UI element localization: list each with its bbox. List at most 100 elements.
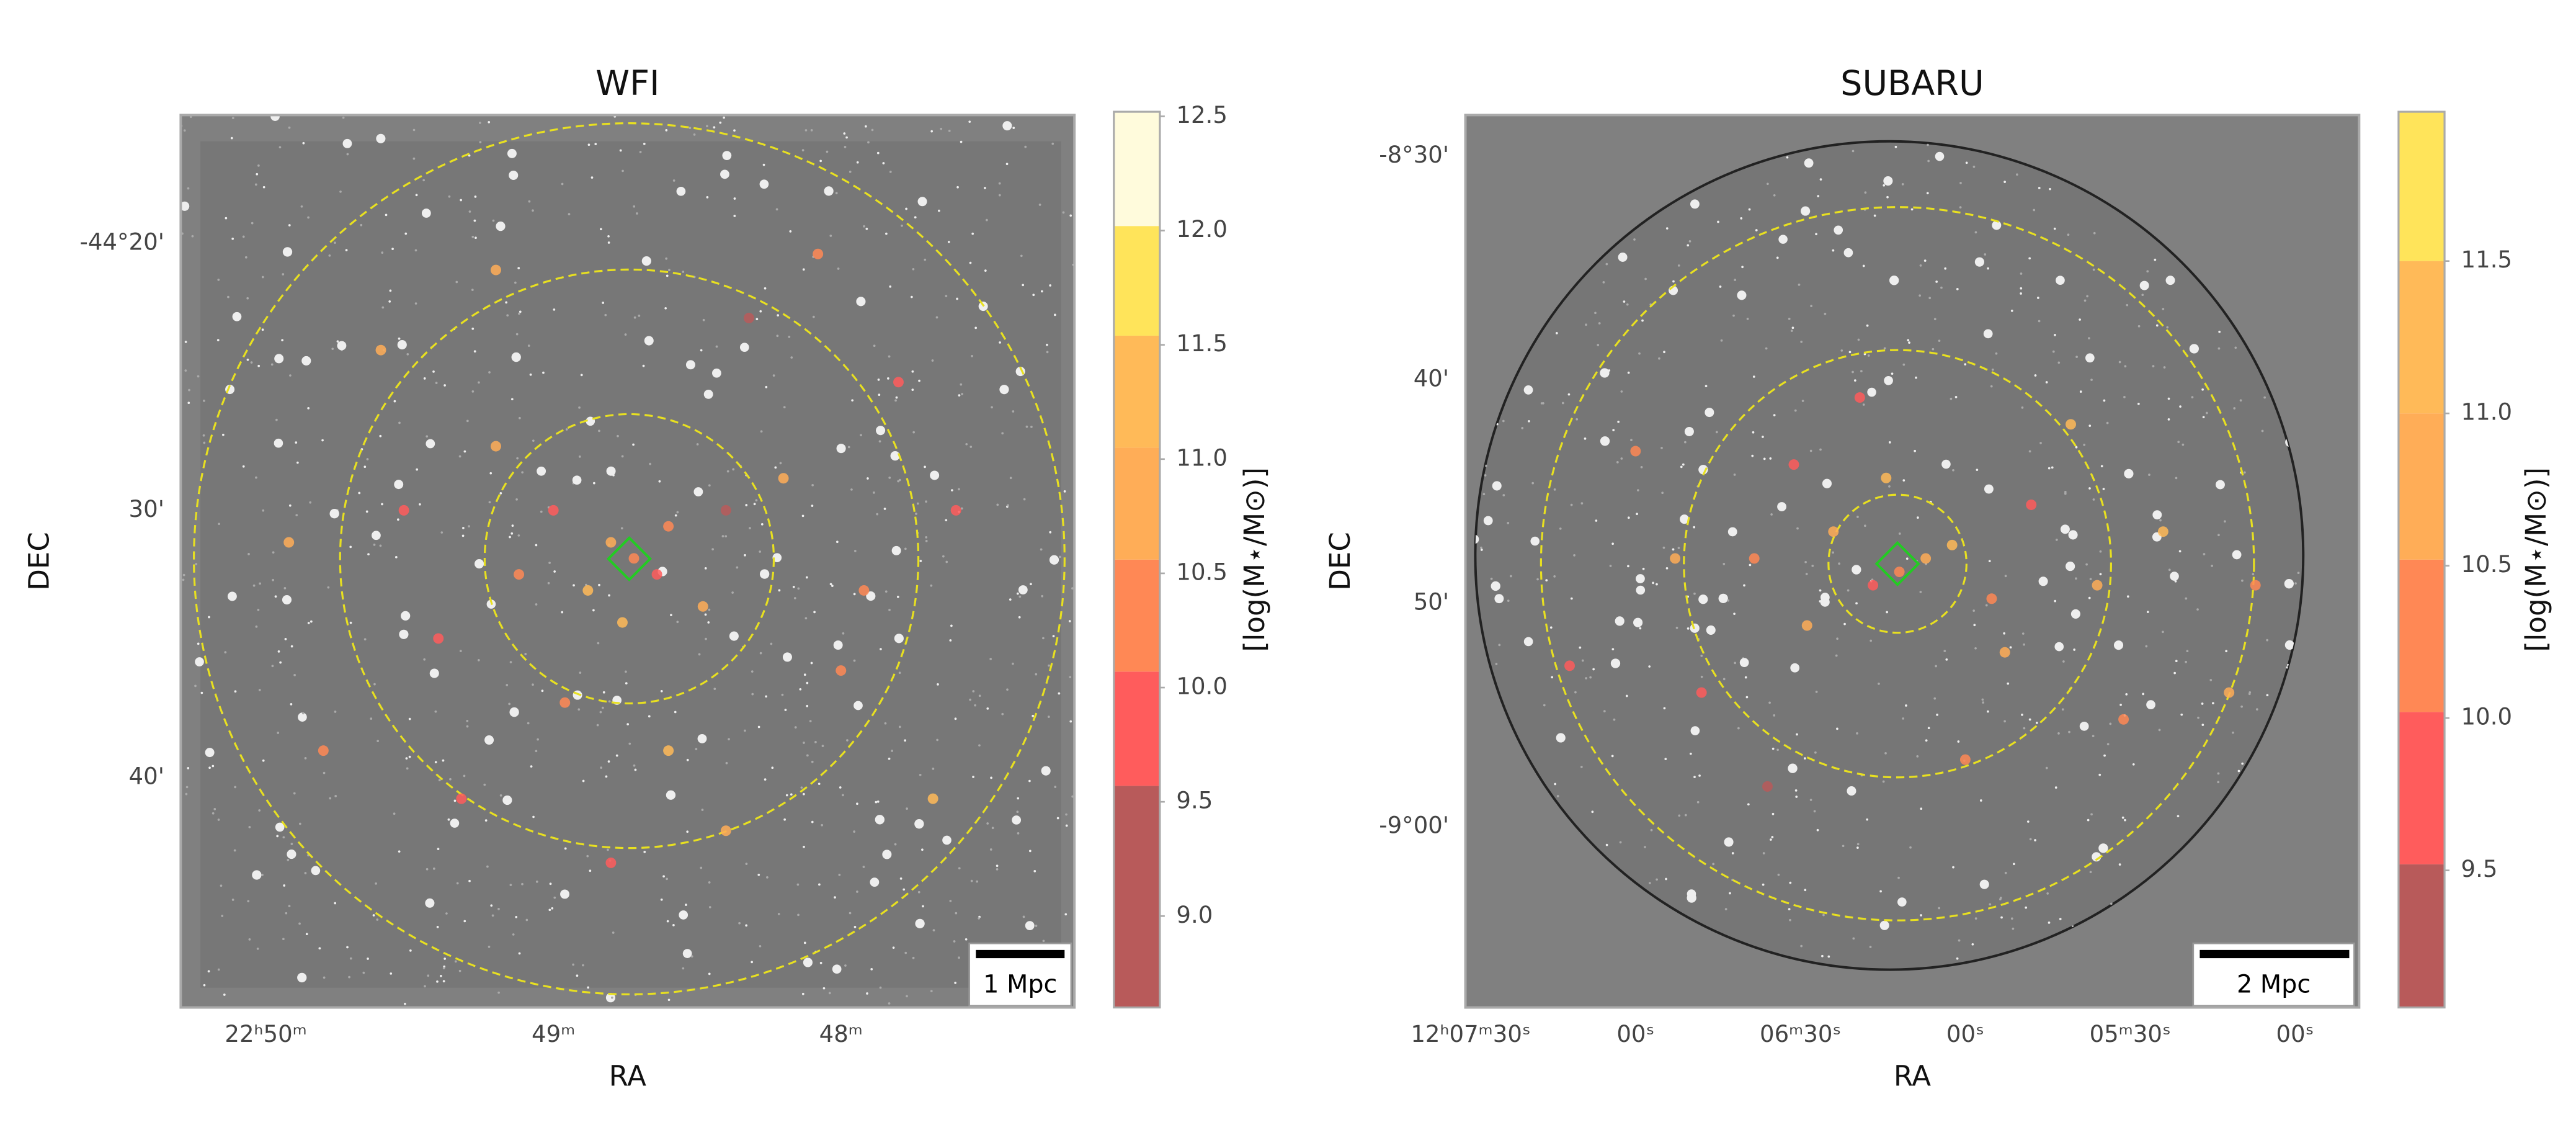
- star: [232, 312, 242, 321]
- star: [1950, 397, 1953, 400]
- star: [424, 985, 426, 988]
- star: [2038, 320, 2041, 323]
- sky-field: [200, 141, 1062, 988]
- star: [2049, 187, 2051, 191]
- star: [2141, 294, 2144, 297]
- star: [2266, 694, 2269, 697]
- star: [648, 715, 651, 718]
- star: [956, 186, 959, 189]
- star: [423, 377, 426, 380]
- star: [2121, 816, 2124, 819]
- star: [1585, 677, 1587, 679]
- star: [1023, 498, 1026, 501]
- star: [2284, 640, 2294, 650]
- star: [1902, 363, 1905, 366]
- sky-field: [1474, 140, 2305, 971]
- star: [1940, 286, 1943, 289]
- star: [770, 642, 773, 645]
- star: [919, 773, 922, 776]
- star: [715, 345, 718, 348]
- star: [251, 222, 254, 225]
- star: [560, 889, 569, 899]
- star: [729, 631, 739, 641]
- star: [506, 684, 509, 686]
- star: [478, 381, 480, 384]
- star: [853, 659, 856, 662]
- star: [2079, 318, 2081, 321]
- star: [2025, 906, 2028, 909]
- star: [662, 875, 665, 878]
- colorbar-band: [1113, 226, 1160, 336]
- star: [2162, 308, 2165, 310]
- star: [695, 748, 698, 750]
- star: [258, 809, 261, 812]
- star: [398, 337, 401, 340]
- star: [2261, 429, 2264, 433]
- star: [2099, 573, 2102, 576]
- star: [805, 576, 808, 579]
- star: [458, 969, 461, 972]
- star: [456, 882, 459, 885]
- star: [337, 341, 347, 351]
- star: [274, 595, 277, 598]
- star: [924, 465, 926, 469]
- star: [272, 578, 274, 581]
- star: [1006, 688, 1009, 691]
- star: [1791, 326, 1794, 330]
- star: [1720, 339, 1723, 342]
- star: [580, 374, 583, 377]
- star: [1989, 903, 1992, 906]
- star: [233, 849, 236, 852]
- star: [969, 698, 971, 701]
- star: [1927, 727, 1930, 730]
- star: [277, 732, 280, 734]
- star: [1551, 676, 1554, 679]
- star: [262, 759, 265, 762]
- galaxy-point: [318, 745, 329, 756]
- star: [705, 637, 707, 640]
- star: [601, 706, 604, 709]
- star: [183, 129, 186, 132]
- star: [1772, 747, 1775, 750]
- star: [288, 504, 292, 507]
- star: [488, 501, 491, 504]
- star: [697, 734, 707, 743]
- star: [882, 850, 892, 859]
- star: [846, 739, 849, 742]
- star: [829, 235, 832, 237]
- star: [437, 848, 440, 850]
- star: [936, 738, 938, 742]
- star: [459, 650, 462, 652]
- star: [398, 421, 401, 424]
- star: [348, 975, 350, 979]
- star: [517, 534, 520, 537]
- star: [372, 914, 375, 917]
- star: [1902, 479, 1905, 482]
- star: [2106, 421, 2109, 424]
- star: [1987, 267, 1989, 270]
- galaxy-point: [1801, 620, 1812, 631]
- star: [1567, 393, 1571, 396]
- star: [572, 475, 582, 485]
- star: [682, 271, 685, 273]
- star: [2297, 572, 2300, 575]
- star: [950, 624, 953, 627]
- star: [897, 480, 900, 483]
- star: [2212, 702, 2214, 705]
- star: [843, 132, 846, 135]
- star: [1609, 565, 1612, 567]
- star: [1734, 279, 1737, 281]
- star: [246, 297, 249, 300]
- star: [1678, 814, 1681, 817]
- star: [785, 794, 788, 797]
- star: [1811, 564, 1814, 567]
- star: [776, 334, 779, 338]
- star: [643, 851, 646, 853]
- star: [2162, 630, 2164, 634]
- star: [216, 339, 220, 341]
- star: [2174, 580, 2177, 583]
- star: [1941, 459, 1951, 469]
- star: [1012, 815, 1021, 825]
- star: [2051, 466, 2054, 469]
- aperture-circle: [192, 122, 1066, 995]
